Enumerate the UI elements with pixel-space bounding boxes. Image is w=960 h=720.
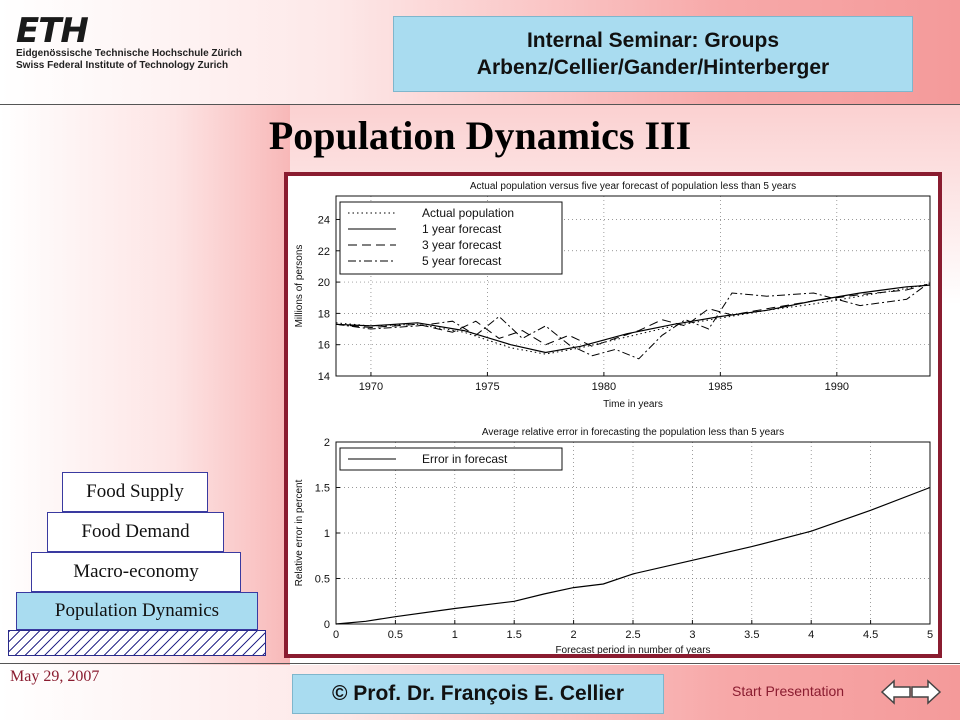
- chart-error-title: Average relative error in forecasting th…: [482, 427, 784, 438]
- chart-population-series-2: [335, 283, 931, 347]
- chart-error-ytick-label-0: 0: [324, 619, 330, 631]
- chart-error-series-0: [335, 486, 931, 625]
- layer-population-dynamics[interactable]: Population Dynamics: [16, 592, 258, 630]
- seminar-line-2: Arbenz/Cellier/Gander/Hinterberger: [476, 56, 830, 79]
- chart-population-xtick-label-0: 1970: [359, 381, 383, 393]
- chart-population-ytick-label-2: 18: [318, 308, 330, 320]
- chart-population-xtick-label-3: 1985: [708, 381, 732, 393]
- chart-error-xtick-label-5: 2.5: [625, 629, 640, 641]
- author-box: © Prof. Dr. François E. Cellier: [292, 674, 664, 714]
- layer-foundation: [8, 630, 266, 656]
- chart-population-ytick-label-4: 22: [318, 246, 330, 258]
- seminar-line-1: Internal Seminar: Groups: [526, 29, 780, 52]
- footer-rule: [0, 663, 960, 664]
- chart-error-xtick-label-3: 1.5: [507, 629, 522, 641]
- chart-canvas: Actual population versus five year forec…: [294, 181, 933, 654]
- layer-food-supply[interactable]: Food Supply: [62, 472, 208, 512]
- chart-error-xtick-label-0: 0: [333, 629, 339, 641]
- eth-logo: ETH Eidgenössische Technische Hochschule…: [16, 14, 242, 72]
- chart-error-xtick-label-8: 4: [808, 629, 814, 641]
- chart-error-ytick-label-1: 0.5: [315, 574, 330, 586]
- chart-error-ytick-label-2: 1: [324, 528, 330, 540]
- chart-population-ytick-label-5: 24: [318, 214, 330, 226]
- chart-population-ytick-label-1: 16: [318, 340, 330, 352]
- eth-logo-mark: ETH: [16, 11, 89, 51]
- chart-error-xtick-label-1: 0.5: [388, 629, 403, 641]
- start-presentation-link[interactable]: Start Presentation: [732, 683, 845, 699]
- chart-error-ylabel: Relative error in percent: [294, 479, 305, 586]
- chart-population-legend-label-2: 3 year forecast: [422, 238, 502, 252]
- chart-population-legend-label-0: Actual population: [422, 206, 514, 220]
- chart-error-xtick-label-6: 3: [689, 629, 695, 641]
- chart-population-legend: [339, 201, 563, 275]
- chart-error-legend-label-0: Error in forecast: [422, 452, 508, 466]
- header-rule: [0, 104, 960, 105]
- chart-error-xtick-label-10: 5: [927, 629, 933, 641]
- chart-error-xtick-label-7: 3.5: [744, 629, 759, 641]
- chart-population-legend-label-1: 1 year forecast: [422, 222, 502, 236]
- chart-error-ytick-label-4: 2: [324, 437, 330, 449]
- eth-logo-line-german: Eidgenössische Technische Hochschule Zür…: [16, 48, 242, 59]
- footer-date: May 29, 2007: [10, 668, 100, 685]
- chart-population-axes-box: [335, 195, 931, 377]
- chart-population-title: Actual population versus five year forec…: [470, 181, 796, 192]
- page-title: Population Dynamics III: [268, 113, 692, 158]
- layer-food-demand[interactable]: Food Demand: [47, 512, 224, 552]
- chart-population-series-0: [335, 283, 931, 355]
- chart-population-xlabel: Time in years: [603, 399, 663, 410]
- chart-error-xlabel: Forecast period in number of years: [555, 645, 710, 654]
- chart-error-xtick-label-9: 4.5: [863, 629, 878, 641]
- chart-population-xtick-label-2: 1980: [592, 381, 616, 393]
- chart-figure: Actual population versus five year forec…: [284, 172, 942, 658]
- nav-forward-arrow-icon[interactable]: [910, 679, 942, 705]
- chart-error-ytick-label-3: 1.5: [315, 483, 330, 495]
- chart-population-series-1: [335, 284, 931, 354]
- chart-population-ytick-label-3: 20: [318, 277, 330, 289]
- nav-back-arrow-icon[interactable]: [880, 679, 912, 705]
- chart-population-ylabel: Millions of persons: [294, 245, 305, 328]
- chart-error-xtick-label-2: 1: [452, 629, 458, 641]
- seminar-title-box: Internal Seminar: Groups Arbenz/Cellier/…: [393, 16, 913, 92]
- chart-error-xtick-label-4: 2: [571, 629, 577, 641]
- chart-population-series-3: [335, 281, 931, 360]
- chart-population-legend-label-3: 5 year forecast: [422, 254, 502, 268]
- eth-logo-line-english: Swiss Federal Institute of Technology Zu…: [16, 60, 229, 71]
- chart-population-xtick-label-4: 1990: [825, 381, 849, 393]
- chart-population-xtick-label-1: 1975: [475, 381, 499, 393]
- layer-macro-economy[interactable]: Macro-economy: [31, 552, 241, 592]
- chart-error-legend: [339, 447, 563, 471]
- chart-population-ytick-label-0: 14: [318, 371, 330, 383]
